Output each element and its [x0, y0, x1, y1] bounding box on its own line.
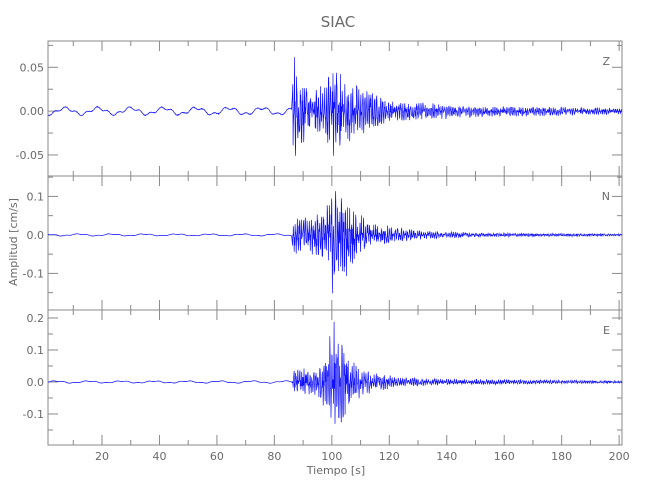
- x-tick-label: 60: [210, 450, 224, 463]
- x-tick-label: 80: [267, 450, 281, 463]
- x-tick-label: 20: [95, 450, 109, 463]
- x-tick-label: 180: [551, 450, 572, 463]
- x-tick-label: 120: [379, 450, 400, 463]
- y-tick-label: -0.1: [23, 267, 44, 280]
- trace-Z: [47, 57, 623, 156]
- y-tick-label: -0.05: [16, 149, 44, 162]
- y-tick-label: 0.1: [27, 344, 45, 357]
- x-tick-label: 200: [609, 450, 630, 463]
- panel-E: 0.2 0.1 0.0 -0.1 E 20 40 60 80 100 120 140 160 180 200: [23, 309, 630, 463]
- panels: 0.05 0.00 -0.05 Z 0.1 0.0 -0.1 N 0.2 0.1 0.0 -0.1 E 2…: [16, 40, 630, 463]
- y-tick-label: 0.0: [27, 229, 45, 242]
- x-tick-label: 40: [152, 450, 166, 463]
- y-tick-label: 0.05: [20, 61, 45, 74]
- x-axis-label: Tiempo [s]: [306, 464, 365, 477]
- x-tick-label: 160: [494, 450, 515, 463]
- x-tick-label: 100: [321, 450, 342, 463]
- panel-frame: [47, 309, 623, 446]
- y-tick-label: 0.2: [27, 312, 45, 325]
- y-tick-label: 0.00: [20, 105, 45, 118]
- trace-N: [47, 191, 623, 294]
- y-tick-label: -0.1: [23, 408, 44, 421]
- trace-E: [48, 321, 623, 424]
- panel-Z: 0.05 0.00 -0.05 Z: [16, 40, 623, 177]
- component-label: N: [602, 190, 610, 203]
- component-label: Z: [602, 55, 610, 68]
- y-tick-label: 0.0: [27, 376, 45, 389]
- panel-N: 0.1 0.0 -0.1 N: [23, 175, 623, 311]
- y-tick-label: 0.1: [27, 190, 45, 203]
- y-axis-label: Amplitud [cm/s]: [7, 198, 20, 286]
- component-label: E: [603, 324, 610, 337]
- x-tick-label: 140: [436, 450, 457, 463]
- chart-title: SIAC: [321, 13, 355, 31]
